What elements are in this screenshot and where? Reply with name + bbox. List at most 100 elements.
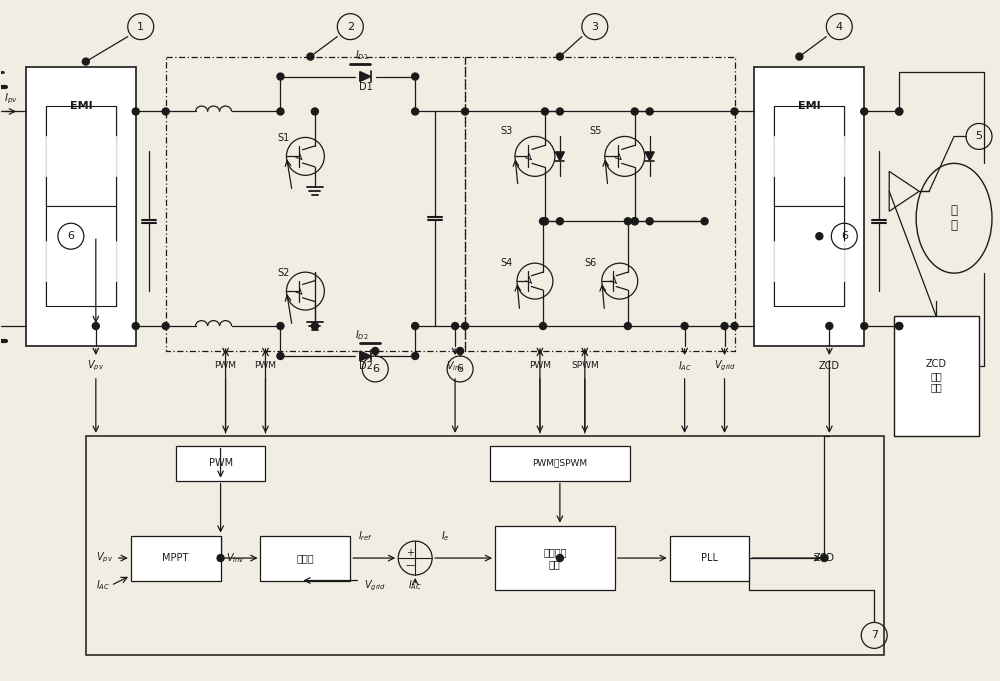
Circle shape	[624, 323, 631, 330]
Text: S5: S5	[590, 127, 602, 136]
Text: $I_{AC}$: $I_{AC}$	[408, 579, 422, 592]
Text: 4: 4	[836, 22, 843, 31]
Text: $I_{AC}$: $I_{AC}$	[96, 579, 110, 592]
Text: 电
网: 电 网	[951, 204, 958, 232]
Text: S4: S4	[500, 258, 512, 268]
Circle shape	[816, 233, 823, 240]
Text: $I_{pv}$: $I_{pv}$	[4, 91, 18, 106]
Bar	[46, 106, 116, 206]
Circle shape	[412, 73, 419, 80]
Text: $I_e$: $I_e$	[441, 528, 449, 543]
Circle shape	[307, 53, 314, 60]
Circle shape	[624, 218, 631, 225]
Text: $I_{ref}$: $I_{ref}$	[358, 528, 373, 543]
Text: PLL: PLL	[701, 553, 718, 563]
Text: PWM: PWM	[215, 362, 237, 370]
Circle shape	[631, 218, 638, 225]
Text: $V_{grid}$: $V_{grid}$	[714, 359, 736, 373]
Bar	[26, 67, 136, 346]
Bar	[46, 206, 116, 306]
Text: PWM: PWM	[529, 362, 551, 370]
Circle shape	[372, 347, 379, 355]
Circle shape	[731, 323, 738, 330]
Bar	[824, 241, 844, 281]
Circle shape	[701, 218, 708, 225]
Circle shape	[896, 323, 903, 330]
Circle shape	[457, 347, 464, 355]
Bar	[774, 206, 844, 306]
Text: D1: D1	[359, 82, 373, 91]
Circle shape	[132, 108, 139, 115]
Circle shape	[92, 323, 99, 330]
Circle shape	[821, 554, 828, 562]
Bar	[260, 535, 350, 580]
Circle shape	[896, 108, 903, 115]
Circle shape	[162, 323, 169, 330]
Circle shape	[826, 323, 833, 330]
Circle shape	[277, 323, 284, 330]
Text: —: —	[405, 560, 415, 571]
Text: D2: D2	[359, 361, 373, 371]
Bar	[46, 136, 66, 176]
Bar	[131, 535, 221, 580]
Bar	[670, 535, 749, 580]
Circle shape	[277, 353, 284, 360]
Circle shape	[556, 53, 563, 60]
Bar	[774, 136, 794, 176]
Bar	[490, 446, 630, 481]
Text: S1: S1	[277, 133, 290, 144]
Text: $I_{D1}$: $I_{D1}$	[355, 48, 369, 63]
Circle shape	[556, 218, 563, 225]
Polygon shape	[360, 351, 371, 361]
Text: 6: 6	[67, 232, 74, 241]
Bar	[176, 446, 265, 481]
Text: 2: 2	[347, 22, 354, 31]
Circle shape	[681, 323, 688, 330]
Text: 3: 3	[591, 22, 598, 31]
Text: PWM: PWM	[209, 458, 233, 469]
Text: 1: 1	[137, 22, 144, 31]
Text: $V_{inv}$: $V_{inv}$	[226, 551, 245, 565]
Text: 7: 7	[871, 631, 878, 640]
Text: MPPT: MPPT	[162, 553, 189, 563]
Text: S2: S2	[277, 268, 290, 278]
Circle shape	[162, 108, 169, 115]
Text: EMI: EMI	[798, 101, 821, 112]
Text: S3: S3	[500, 127, 512, 136]
Circle shape	[541, 108, 548, 115]
Circle shape	[277, 108, 284, 115]
Circle shape	[861, 323, 868, 330]
Text: 6: 6	[841, 232, 848, 241]
Text: SPWM: SPWM	[571, 362, 599, 370]
Text: 比例积分
控制: 比例积分 控制	[543, 548, 567, 569]
Text: EMI: EMI	[70, 101, 92, 112]
Polygon shape	[360, 72, 371, 82]
Text: 算法器: 算法器	[297, 553, 314, 563]
Bar	[46, 241, 66, 281]
Circle shape	[646, 218, 653, 225]
Text: S6: S6	[585, 258, 597, 268]
Text: $V_{pv}$: $V_{pv}$	[87, 359, 104, 373]
Bar	[774, 241, 794, 281]
Circle shape	[541, 218, 548, 225]
Text: $I_{D2}$: $I_{D2}$	[355, 328, 369, 342]
Circle shape	[796, 53, 803, 60]
Bar	[824, 136, 844, 176]
Text: ZCD: ZCD	[814, 553, 835, 563]
Circle shape	[556, 554, 563, 562]
Circle shape	[462, 108, 469, 115]
Circle shape	[277, 73, 284, 80]
Circle shape	[731, 108, 738, 115]
Text: $V_{pv}$: $V_{pv}$	[96, 551, 113, 565]
Circle shape	[556, 108, 563, 115]
Bar	[96, 136, 116, 176]
Circle shape	[631, 218, 638, 225]
Circle shape	[646, 108, 653, 115]
Circle shape	[452, 323, 459, 330]
Text: PWM、SPWM: PWM、SPWM	[532, 459, 587, 468]
Circle shape	[82, 58, 89, 65]
Bar	[96, 241, 116, 281]
Text: 6: 6	[457, 364, 464, 374]
Circle shape	[721, 323, 728, 330]
Text: 5: 5	[976, 131, 983, 142]
